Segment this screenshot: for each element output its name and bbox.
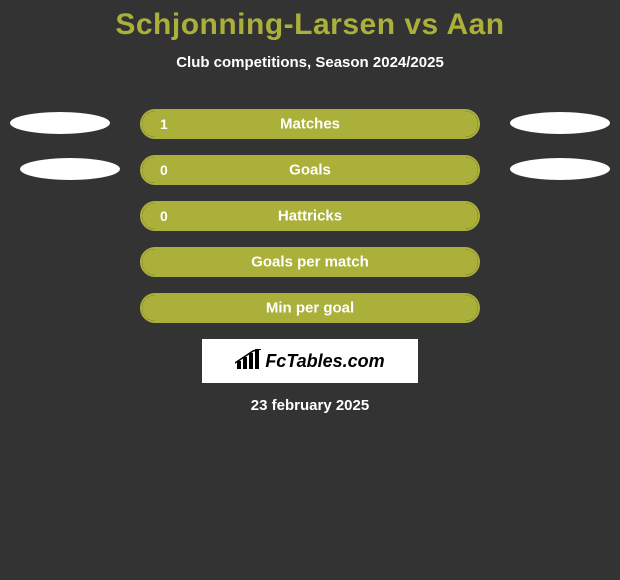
bar-value: 0 [160,208,168,224]
logo-box: FcTables.com [202,339,418,383]
bar-outer: 0 Goals [140,155,480,185]
logo-text: FcTables.com [265,351,384,372]
ellipse-right [510,112,610,134]
bar-row: 0 Hattricks [0,201,620,231]
bar-outer: Goals per match [140,247,480,277]
bar-row: 1 Matches [0,109,620,139]
date-text: 23 february 2025 [0,397,620,414]
bar-label: Goals per match [251,254,369,271]
bar-outer: 1 Matches [140,109,480,139]
ellipse-right [510,158,610,180]
bar-value: 1 [160,116,168,132]
bar-row: 0 Goals [0,155,620,185]
bar-row: Goals per match [0,247,620,277]
comparison-chart: Schjonning-Larsen vs Aan Club competitio… [0,0,620,414]
chart-title: Schjonning-Larsen vs Aan [0,8,620,42]
bar-chart-icon [235,349,261,374]
bar-outer: 0 Hattricks [140,201,480,231]
bar-label: Min per goal [266,300,354,317]
bar-value: 0 [160,162,168,178]
ellipse-left [10,112,110,134]
bar-label: Goals [289,162,331,179]
bar-label: Hattricks [278,208,342,225]
bars-wrapper: 1 Matches 0 Goals 0 Hattricks Goals per match M… [0,109,620,323]
bar-row: Min per goal [0,293,620,323]
chart-subtitle: Club competitions, Season 2024/2025 [0,54,620,71]
ellipse-left [20,158,120,180]
bar-label: Matches [280,116,340,133]
bar-outer: Min per goal [140,293,480,323]
